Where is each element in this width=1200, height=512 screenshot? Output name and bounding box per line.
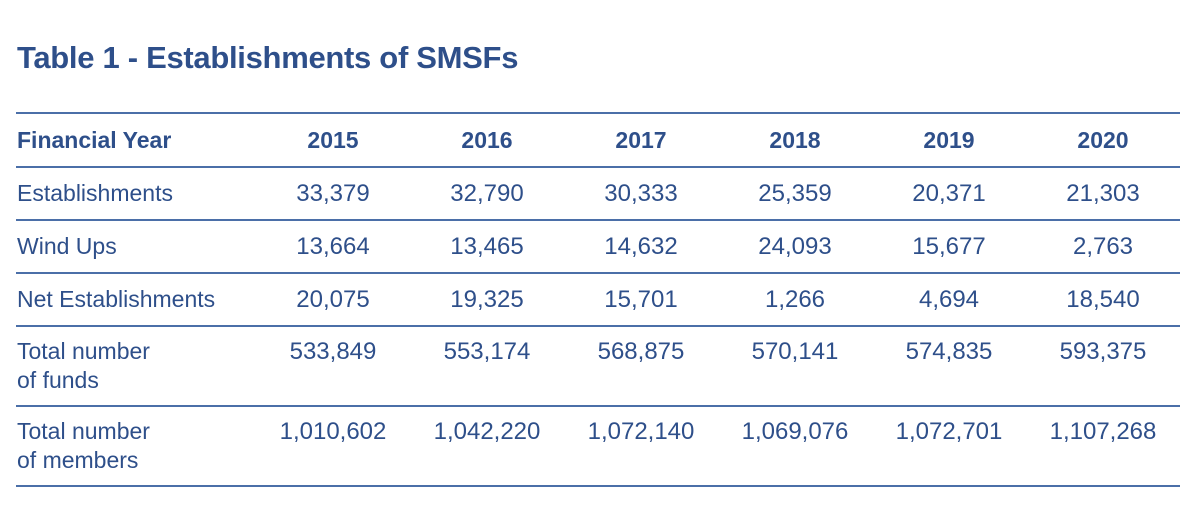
column-header-financial-year: Financial Year [16, 112, 256, 167]
column-header-2018: 2018 [718, 112, 872, 167]
table-cell: 13,664 [256, 219, 410, 273]
column-header-2016: 2016 [410, 112, 564, 167]
table-row-wind-ups: Wind Ups 13,664 13,465 14,632 24,093 15,… [16, 219, 1180, 273]
row-label: Total number of funds [16, 325, 256, 406]
table-cell: 15,701 [564, 272, 718, 326]
table-cell: 15,677 [872, 219, 1026, 273]
table-cell: 25,359 [718, 166, 872, 220]
table-cell: 1,069,076 [718, 405, 872, 487]
table-cell: 20,371 [872, 166, 1026, 220]
row-label: Net Establishments [16, 272, 256, 326]
table-row-total-members: Total number of members 1,010,602 1,042,… [16, 405, 1180, 487]
row-label: Establishments [16, 166, 256, 220]
table-cell: 574,835 [872, 325, 1026, 406]
row-label: Total number of members [16, 405, 256, 487]
table-cell: 24,093 [718, 219, 872, 273]
table-cell: 13,465 [410, 219, 564, 273]
row-label-line: Wind Ups [17, 233, 117, 259]
row-label-line: of members [17, 447, 139, 473]
row-label: Wind Ups [16, 219, 256, 273]
header-row: Financial Year 2015 2016 2017 2018 2019 … [16, 112, 1180, 167]
column-header-2015: 2015 [256, 112, 410, 167]
table-cell: 1,266 [718, 272, 872, 326]
table-cell: 14,632 [564, 219, 718, 273]
table-cell: 32,790 [410, 166, 564, 220]
column-header-2019: 2019 [872, 112, 1026, 167]
row-label-line: Total number [17, 418, 150, 444]
table-cell: 570,141 [718, 325, 872, 406]
row-label-line: Net Establishments [17, 286, 216, 312]
table-cell: 1,072,701 [872, 405, 1026, 487]
table-cell: 2,763 [1026, 219, 1180, 273]
table-cell: 1,042,220 [410, 405, 564, 487]
row-label-line: Total number [17, 338, 150, 364]
table-cell: 568,875 [564, 325, 718, 406]
table-cell: 33,379 [256, 166, 410, 220]
table-row-establishments: Establishments 33,379 32,790 30,333 25,3… [16, 166, 1180, 220]
table-cell: 1,072,140 [564, 405, 718, 487]
table-cell: 1,107,268 [1026, 405, 1180, 487]
row-label-line: of funds [17, 367, 99, 393]
table-cell: 30,333 [564, 166, 718, 220]
table-row-total-funds: Total number of funds 533,849 553,174 56… [16, 325, 1180, 406]
table-cell: 18,540 [1026, 272, 1180, 326]
column-header-2017: 2017 [564, 112, 718, 167]
table-cell: 20,075 [256, 272, 410, 326]
table-cell: 19,325 [410, 272, 564, 326]
table-row-net-establishments: Net Establishments 20,075 19,325 15,701 … [16, 272, 1180, 326]
table-cell: 21,303 [1026, 166, 1180, 220]
table-cell: 1,010,602 [256, 405, 410, 487]
smsf-establishments-table: Financial Year 2015 2016 2017 2018 2019 … [16, 112, 1180, 487]
table-cell: 593,375 [1026, 325, 1180, 406]
table-cell: 4,694 [872, 272, 1026, 326]
column-header-2020: 2020 [1026, 112, 1180, 167]
table-cell: 533,849 [256, 325, 410, 406]
row-label-line: Establishments [17, 180, 173, 206]
table-title: Table 1 - Establishments of SMSFs [17, 40, 519, 75]
table-cell: 553,174 [410, 325, 564, 406]
